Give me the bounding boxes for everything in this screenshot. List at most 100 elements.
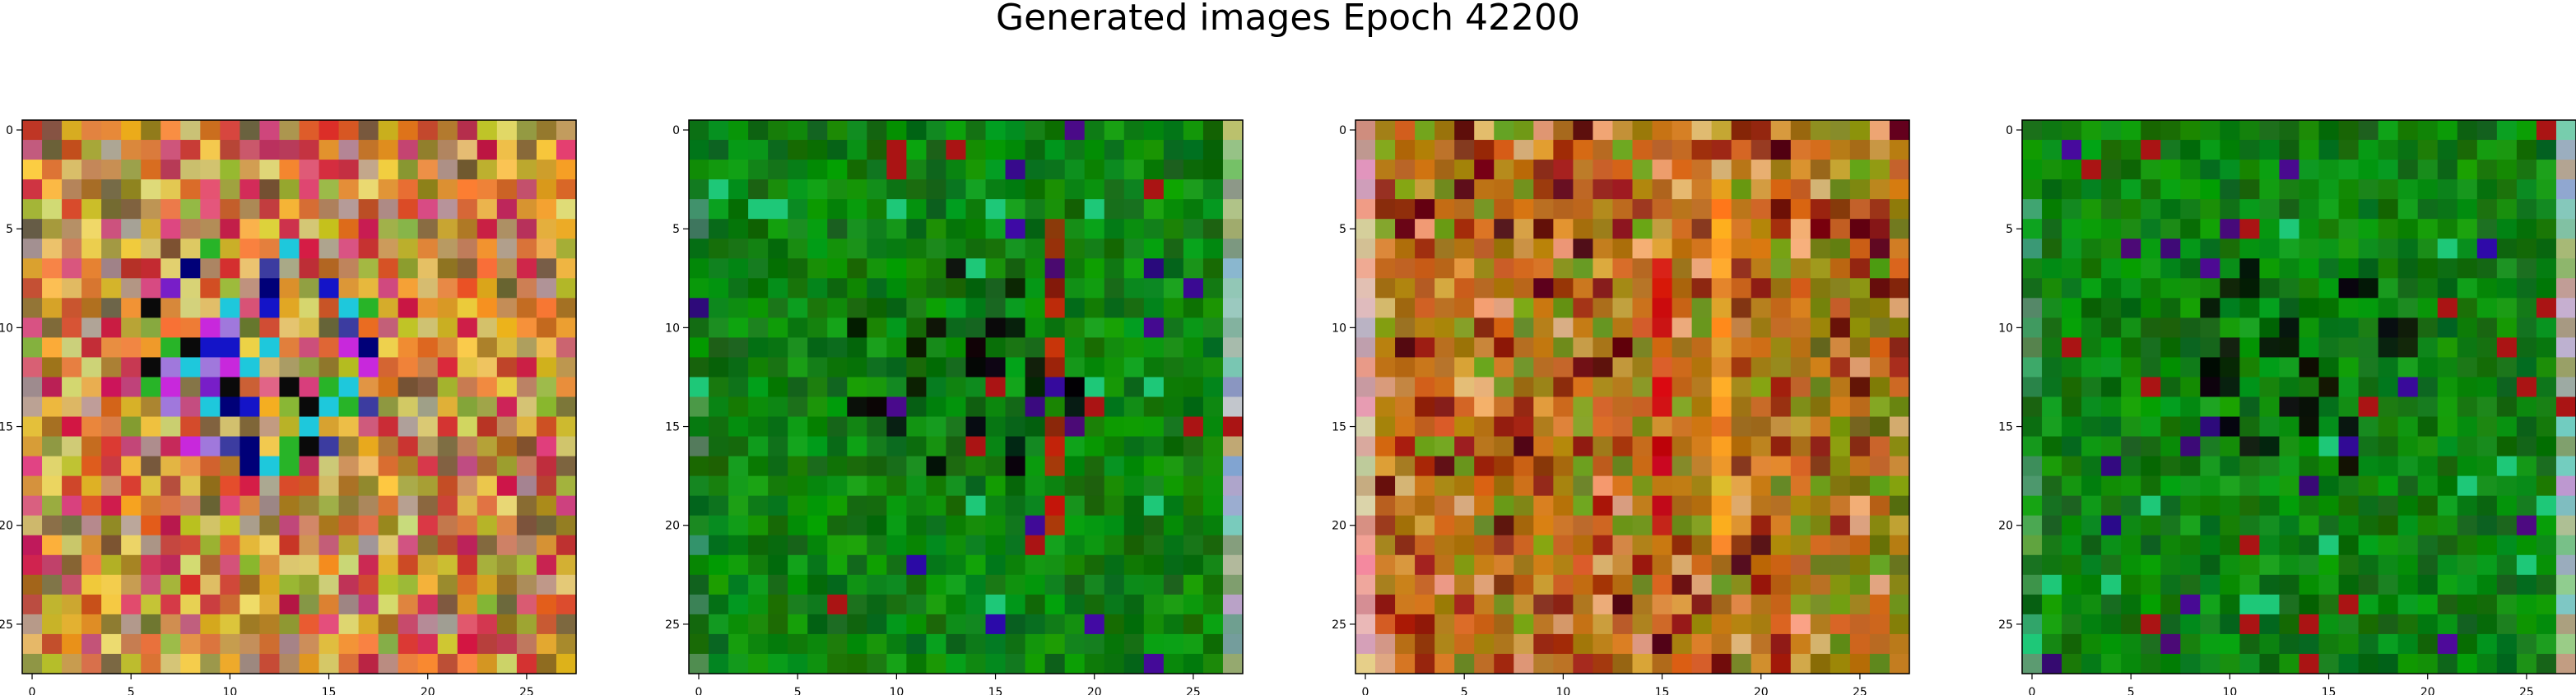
pixel	[101, 140, 122, 160]
pixel	[2062, 653, 2082, 674]
pixel	[1770, 416, 1792, 438]
pixel	[1454, 278, 1475, 299]
pixel	[2299, 140, 2320, 160]
pixel	[1222, 436, 1244, 457]
pixel	[906, 179, 928, 200]
pixel	[1123, 219, 1145, 239]
pixel	[1375, 475, 1396, 497]
pixel	[1064, 199, 1086, 220]
pixel	[2121, 377, 2141, 398]
pixel	[946, 278, 967, 299]
pixel	[1672, 396, 1693, 418]
pixel	[2437, 495, 2458, 517]
pixel	[2397, 436, 2419, 457]
pixel	[1474, 278, 1495, 299]
pixel	[1183, 179, 1204, 200]
pixel	[556, 317, 577, 338]
pixel	[1849, 396, 1871, 418]
pixel	[1044, 120, 1066, 141]
pixel	[985, 219, 1007, 239]
pixel	[1514, 377, 1534, 398]
pixel	[2279, 258, 2300, 279]
pixel	[2121, 337, 2141, 359]
pixel	[728, 298, 749, 318]
pixel	[1770, 594, 1792, 615]
pixel	[926, 120, 947, 141]
pixel	[437, 179, 458, 200]
pixel	[709, 120, 729, 141]
pixel	[1770, 574, 1792, 595]
pixel	[239, 594, 261, 615]
pixel	[906, 258, 928, 279]
pixel	[417, 337, 439, 359]
pixel	[2022, 239, 2043, 259]
pixel	[926, 594, 947, 615]
pixel	[2062, 179, 2082, 200]
pixel	[160, 416, 181, 438]
pixel	[2160, 120, 2181, 141]
pixel	[358, 574, 379, 595]
pixel	[1355, 278, 1376, 299]
pixel	[2141, 140, 2161, 160]
pixel	[1434, 219, 1455, 239]
pixel	[1104, 140, 1125, 160]
pixel	[496, 298, 518, 318]
pixel	[2338, 554, 2360, 576]
pixel	[728, 614, 749, 635]
pixel	[2279, 515, 2300, 536]
pixel	[1770, 357, 1792, 378]
pixel	[2042, 298, 2062, 318]
pixel	[2378, 377, 2399, 398]
pixel	[220, 278, 240, 299]
pixel	[1573, 633, 1594, 655]
pixel	[2299, 258, 2320, 279]
pixel	[2081, 515, 2102, 536]
pixel	[319, 140, 340, 160]
pixel	[1573, 456, 1594, 477]
pixel	[378, 436, 399, 457]
pixel	[788, 160, 808, 180]
pixel	[239, 614, 261, 635]
pixel	[827, 554, 848, 576]
pixel	[2318, 298, 2340, 318]
pixel	[1849, 633, 1871, 655]
pixel	[516, 120, 537, 141]
pixel	[1632, 495, 1653, 517]
pixel	[2101, 535, 2122, 556]
pixel	[1514, 219, 1534, 239]
pixel	[2259, 653, 2281, 674]
pixel	[1731, 515, 1752, 536]
pixel	[965, 317, 987, 338]
pixel	[1415, 278, 1435, 299]
pixel	[2022, 160, 2043, 180]
pixel	[1711, 258, 1732, 279]
pixel	[62, 140, 82, 160]
pixel	[1672, 614, 1693, 635]
pixel	[1494, 475, 1514, 497]
pixel	[867, 416, 887, 438]
pixel	[1084, 120, 1105, 141]
pixel	[2062, 456, 2082, 477]
pixel	[121, 258, 142, 279]
pixel	[2397, 475, 2419, 497]
pixel	[2062, 574, 2082, 595]
pixel	[1163, 239, 1184, 259]
pixel	[180, 436, 201, 457]
pixel	[299, 239, 320, 259]
pixel	[2437, 633, 2458, 655]
y-tick-label: 25	[665, 619, 680, 632]
pixel	[417, 456, 439, 477]
pixel	[1044, 179, 1066, 200]
pixel	[1770, 535, 1792, 556]
pixel	[81, 456, 102, 477]
pixel	[1163, 160, 1184, 180]
pixel	[1183, 554, 1204, 576]
pixel	[1770, 475, 1792, 497]
pixel	[827, 436, 848, 457]
pixel	[2457, 337, 2478, 359]
pixel	[42, 120, 63, 141]
pixel	[2496, 396, 2518, 418]
pixel	[807, 278, 828, 299]
pixel	[2081, 219, 2102, 239]
pixel	[2180, 554, 2201, 576]
